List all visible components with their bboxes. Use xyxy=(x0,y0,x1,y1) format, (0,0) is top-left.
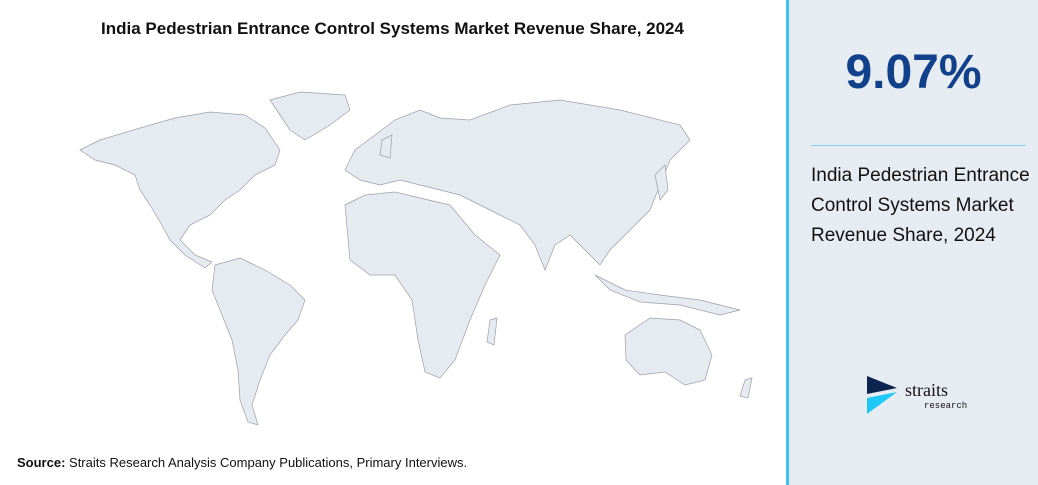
source-note: Source: Straits Research Analysis Compan… xyxy=(17,455,467,470)
madagascar xyxy=(486,317,498,346)
summary-panel: 9.07% India Pedestrian Entrance Control … xyxy=(786,0,1038,485)
greenland xyxy=(269,91,351,141)
japan xyxy=(654,164,669,201)
africa xyxy=(344,191,501,379)
share-value: 9.07% xyxy=(845,46,982,99)
uk xyxy=(379,134,393,159)
share-description: India Pedestrian Entrance Control System… xyxy=(811,165,1030,246)
new-zealand xyxy=(739,377,753,399)
source-label: Source: xyxy=(17,455,66,470)
south-america xyxy=(211,257,306,426)
chart-title: India Pedestrian Entrance Control System… xyxy=(101,19,684,38)
logo-word: straits xyxy=(905,380,948,400)
logo-subword: research xyxy=(924,401,968,411)
eurasia xyxy=(344,99,691,271)
world-map xyxy=(79,91,753,426)
indonesia xyxy=(594,274,741,316)
divider xyxy=(811,145,1026,146)
source-text: Straits Research Analysis Company Public… xyxy=(65,455,468,470)
australia xyxy=(624,317,713,386)
logo-arrow-icon xyxy=(867,376,897,414)
north-america xyxy=(79,111,281,269)
straits-research-logo: straits research xyxy=(867,376,967,418)
